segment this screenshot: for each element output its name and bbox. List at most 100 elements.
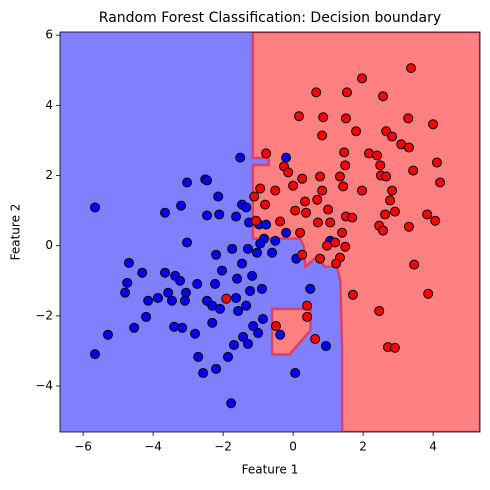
scatter-point [409, 259, 420, 270]
y-tick-label: −4 [35, 379, 53, 393]
scatter-point [248, 321, 259, 332]
scatter-point [238, 331, 249, 342]
scatter-point [255, 183, 266, 194]
scatter-point [214, 303, 225, 314]
y-tick-label: 2 [45, 168, 53, 182]
scatter-point [251, 215, 261, 226]
scatter-point [270, 235, 281, 246]
scatter-point [241, 300, 252, 311]
scatter-point [258, 314, 268, 325]
scatter-point [340, 113, 351, 124]
scatter-point [403, 221, 414, 232]
scatter-point [261, 219, 272, 230]
scatter-point [435, 177, 446, 188]
scatter-point [182, 237, 193, 248]
scatter-point [237, 258, 247, 269]
scatter-point [422, 209, 433, 220]
scatter-point [213, 191, 224, 202]
scatter-point [275, 329, 286, 340]
x-tick-label: 2 [359, 440, 367, 454]
scatter-point [325, 217, 336, 228]
scatter-point [102, 329, 113, 340]
scatter-point [249, 191, 260, 202]
scatter-point [323, 204, 334, 215]
scatter-point [176, 200, 187, 211]
scatter-point [260, 199, 271, 210]
scatter-point [403, 113, 414, 124]
scatter-point [428, 119, 439, 130]
scatter-point [430, 215, 441, 226]
scatter-point [342, 87, 352, 98]
scatter-point [90, 202, 100, 213]
scatter-point [389, 206, 400, 217]
scatter-point [290, 205, 301, 216]
scatter-point [317, 185, 328, 196]
plot-frame [59, 31, 481, 433]
scatter-point [261, 148, 272, 159]
y-tick-label: −2 [35, 308, 53, 322]
scatter-point [247, 270, 258, 281]
scatter-point [153, 292, 163, 303]
scatter-point [357, 73, 368, 84]
x-tick-label: −2 [214, 440, 232, 454]
scatter-point [301, 207, 312, 218]
y-tick-label: 0 [45, 238, 53, 252]
scatter-point [143, 295, 154, 306]
plot-area [90, 32, 480, 432]
scatter-point [175, 275, 186, 286]
scatter-point [192, 278, 203, 289]
scatter-point [281, 152, 292, 163]
scatter-point [340, 160, 351, 171]
scatter-point [232, 273, 243, 284]
scatter-point [378, 91, 389, 102]
scatter-point [211, 249, 222, 260]
scatter-point [294, 111, 305, 122]
scatter-point [90, 349, 100, 360]
scatter-point [315, 171, 326, 182]
scatter-point [281, 227, 292, 238]
scatter-point [338, 181, 349, 192]
scatter-point [231, 292, 242, 303]
scatter-point [312, 217, 323, 228]
scatter-point [253, 328, 264, 339]
scatter-point [181, 287, 191, 298]
scatter-point [297, 173, 308, 184]
scatter-point [364, 148, 375, 159]
scatter-point [202, 175, 212, 186]
scatter-point [226, 398, 237, 409]
scatter-point [322, 240, 333, 251]
scatter-point [403, 142, 414, 153]
scatter-point [375, 160, 386, 171]
scatter-point [302, 300, 313, 311]
y-tick-label: 6 [45, 28, 53, 42]
scatter-point [235, 152, 246, 163]
x-tick-label: −4 [144, 440, 162, 454]
scatter-point [210, 278, 221, 289]
scatter-point [245, 285, 256, 296]
scatter-point [387, 131, 398, 142]
x-tick-label: −6 [74, 440, 92, 454]
scatter-point [182, 177, 193, 188]
scatter-point [408, 165, 419, 176]
x-axis-label: Feature 1 [242, 463, 299, 477]
scatter-point [122, 277, 133, 288]
scatter-point [357, 185, 368, 196]
scatter-point [163, 287, 174, 298]
scatter-point [302, 311, 313, 322]
scatter-point [221, 293, 232, 304]
scatter-point [347, 289, 358, 300]
scatter-point [331, 258, 342, 269]
y-tick-label: 4 [45, 98, 53, 112]
scatter-point [141, 311, 152, 322]
scatter-point [288, 180, 299, 191]
chart-title: Random Forest Classification: Decision b… [99, 10, 441, 26]
scatter-point [193, 351, 204, 362]
scatter-point [233, 305, 244, 316]
scatter-point [315, 253, 326, 264]
x-tick-label: 0 [289, 440, 297, 454]
scatter-point [387, 185, 398, 196]
scatter-point [378, 225, 389, 236]
scatter-point [283, 167, 294, 178]
scatter-point [385, 195, 396, 206]
